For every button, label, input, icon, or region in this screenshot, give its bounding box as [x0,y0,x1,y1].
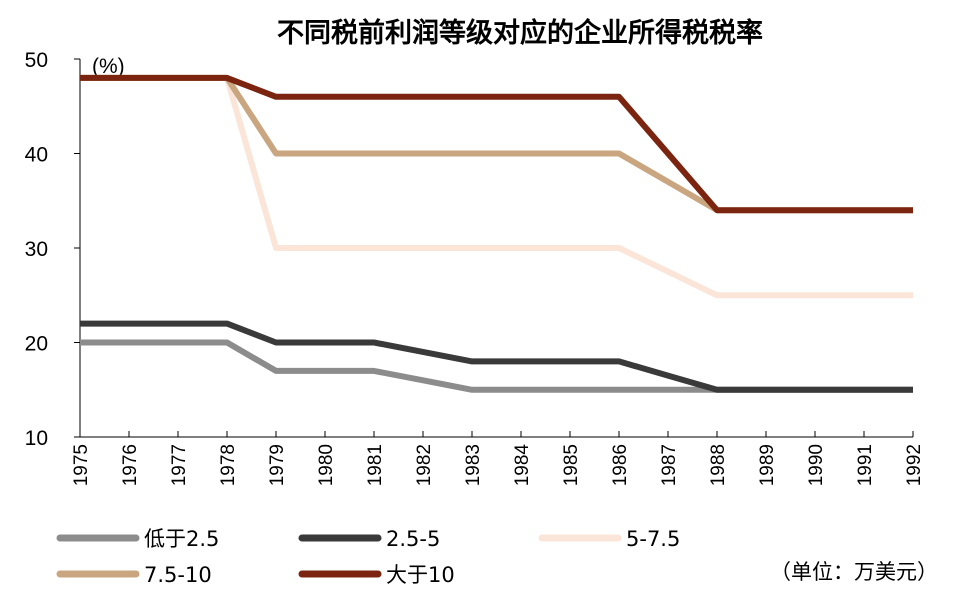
y-unit-label: (%) [92,55,125,78]
x-tick-label: 1983 [463,444,484,486]
x-tick-label: 1980 [316,444,337,486]
legend-label: 2.5-5 [386,527,440,551]
x-tick-label: 1986 [610,444,631,486]
y-tick-label: 10 [25,427,48,450]
x-tick-label: 1991 [855,444,876,486]
x-tick-label: 1989 [757,444,778,486]
y-tick-label: 40 [25,144,48,167]
x-tick-label: 1976 [120,444,141,486]
y-tick-label: 30 [25,238,48,261]
y-tick-label: 50 [25,49,48,72]
legend-label: 大于10 [386,563,455,587]
legend-label: 低于2.5 [144,527,219,551]
series-lines [80,74,913,393]
x-axis-ticks: 1975 1976 1977 1978 1979 1980 1981 1982 1983 1984… [71,431,925,486]
series-line-3 [80,74,913,299]
series-line-5 [80,74,913,214]
y-tick-label: 20 [25,333,48,356]
legend-label: 5-7.5 [626,527,680,551]
series-line-1 [80,339,913,393]
x-tick-label: 1977 [169,444,190,486]
legend-label: 7.5-10 [144,563,212,587]
x-tick-label: 1984 [512,444,533,487]
x-tick-label: 1979 [267,444,288,486]
y-axis-ticks: 10 20 30 40 50 [25,49,80,450]
x-tick-label: 1985 [561,444,582,486]
x-tick-label: 1982 [414,444,435,486]
x-tick-label: 1975 [71,444,92,486]
series-line-2 [80,320,913,393]
x-tick-label: 1978 [218,444,239,486]
x-tick-label: 1981 [365,444,386,486]
chart-title: 不同税前利润等级对应的企业所得税税率 [277,17,763,49]
x-tick-label: 1988 [708,444,729,486]
x-tick-label: 1987 [659,444,680,486]
unit-note: （单位：万美元） [770,560,938,584]
x-tick-label: 1992 [904,444,925,486]
legend: 低于2.5 2.5-5 5-7.5 7.5-10 大于10 [56,527,680,587]
x-tick-label: 1990 [806,444,827,486]
